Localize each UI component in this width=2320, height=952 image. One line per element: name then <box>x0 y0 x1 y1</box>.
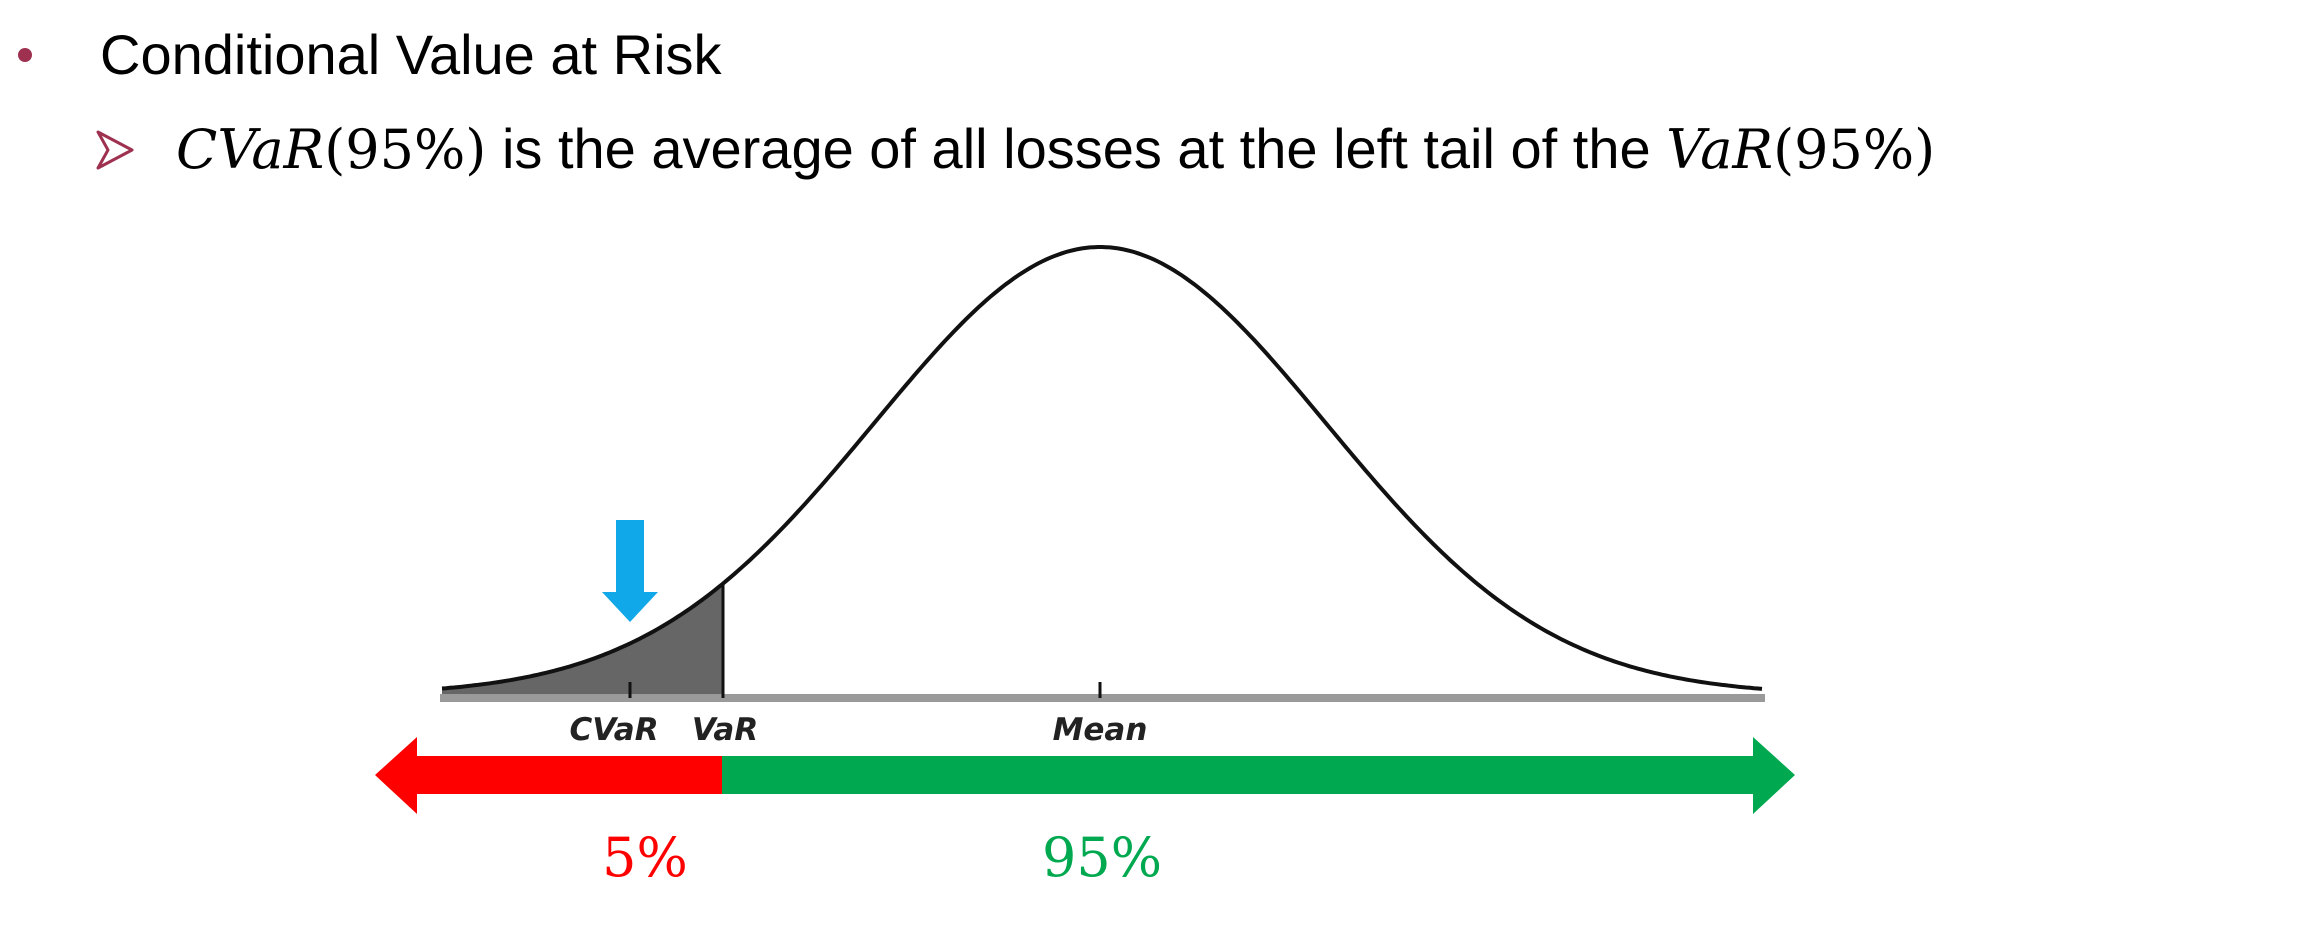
left-tail-area <box>442 583 723 695</box>
bullet-dot <box>18 48 32 62</box>
sub-bullet-middle: is the average of all losses at the left… <box>486 117 1667 180</box>
var-tick-label: VaR <box>692 712 758 748</box>
cvar-marker-arrow-icon <box>602 520 658 622</box>
left-tail-bar <box>375 737 722 814</box>
bullet-heading: Conditional Value at Risk <box>100 23 722 86</box>
left-percent-label: 5% <box>602 826 688 889</box>
var-formula: VaR(95%) <box>1666 118 1936 181</box>
sub-bullet-text: CVaR(95%) is the average of all losses a… <box>176 116 1935 181</box>
right-body-bar <box>722 737 1795 814</box>
cvar-tick-label: CVaR <box>569 712 658 748</box>
cvar-formula: CVaR(95%) <box>176 118 487 181</box>
bell-curve <box>441 245 1763 691</box>
right-percent-label: 95% <box>1042 826 1162 889</box>
mean-tick-label: Mean <box>1053 712 1148 748</box>
arrow-bullet-icon <box>96 130 134 170</box>
